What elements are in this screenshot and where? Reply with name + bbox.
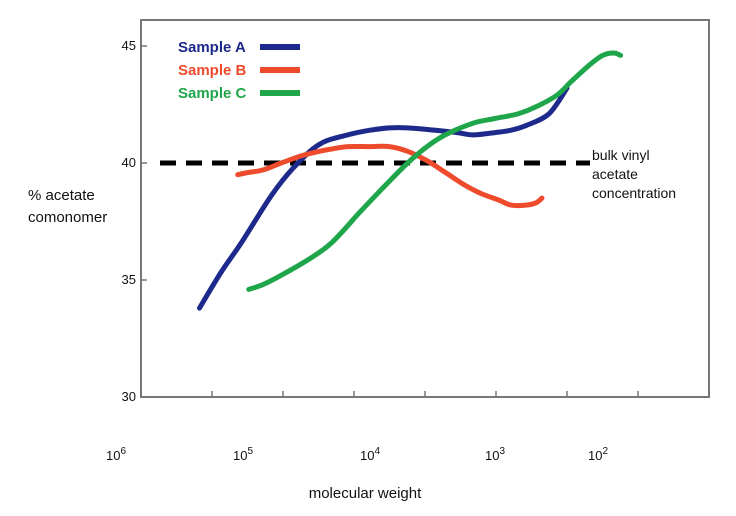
y-axis-title-line2: comonomer [28,209,107,226]
legend: Sample A Sample B Sample C [178,39,300,102]
legend-label-sample-c: Sample C [178,85,247,102]
y-axis-title-line1: % acetate [28,187,95,204]
reference-line-label-2: acetate [592,166,638,182]
reference-line-label-3: concentration [592,185,676,201]
legend-label-sample-b: Sample B [178,62,247,79]
y-tick-label: 35 [122,272,136,287]
y-tick-label: 40 [122,155,136,170]
y-axis-ticks: 30 35 40 45 [122,38,147,404]
x-tick-label: 106 [106,446,126,463]
y-tick-label: 30 [122,389,136,404]
x-axis-ticks: 106 105 104 103 102 [106,391,639,463]
x-tick-label: 105 [233,446,253,463]
series-line-sample-a [197,85,570,311]
x-tick-label: 103 [485,446,505,463]
x-tick-label: 102 [588,446,608,463]
y-tick-label: 45 [122,38,136,53]
x-tick-label: 104 [360,446,380,463]
series-line-sample-c [246,50,624,292]
reference-line-label-1: bulk vinyl [592,147,650,163]
series-line-sample-b [235,143,545,209]
legend-label-sample-a: Sample A [178,39,246,56]
series-lines [197,50,624,311]
x-axis-title: molecular weight [309,485,422,502]
